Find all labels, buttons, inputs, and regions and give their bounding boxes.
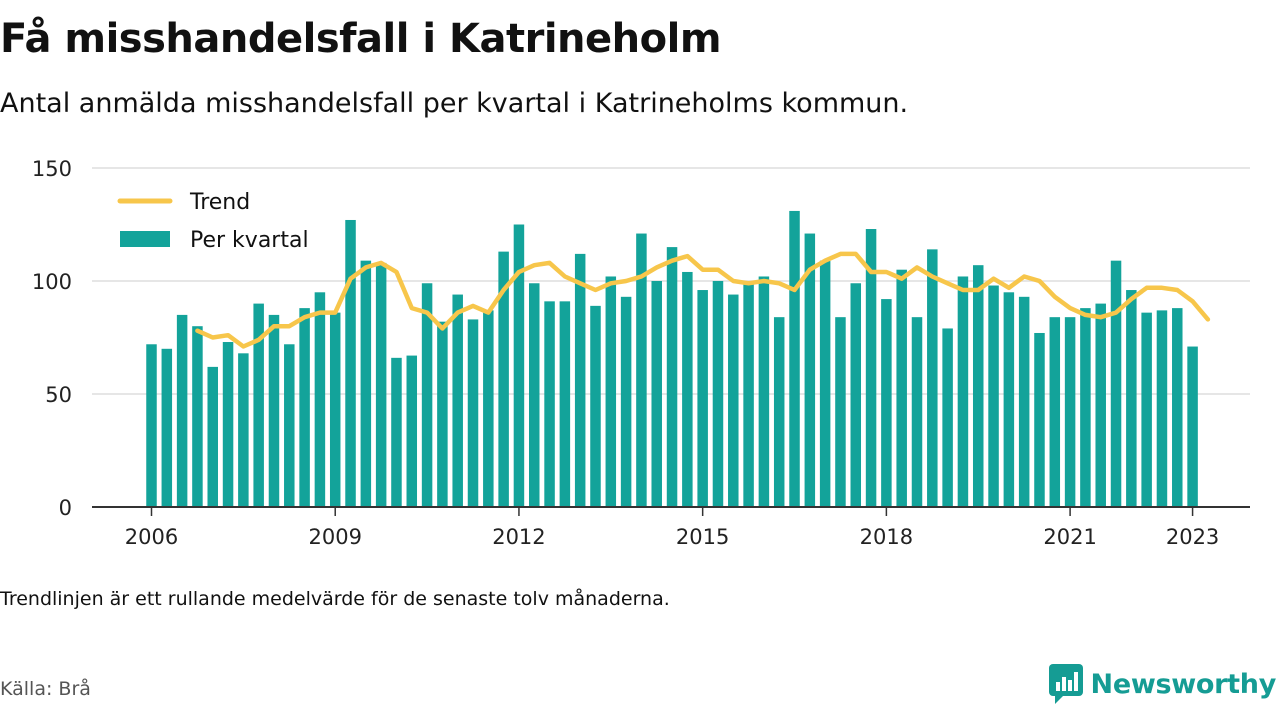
legend-swatch-per-kvartal (120, 231, 170, 247)
bar (958, 276, 969, 507)
newsworthy-chart-icon (1049, 664, 1083, 704)
bar (284, 344, 295, 507)
x-tick-label: 2012 (492, 525, 545, 549)
bar (330, 313, 341, 507)
bar (575, 254, 586, 507)
bar (973, 265, 984, 507)
bar (942, 328, 953, 507)
bar (667, 247, 678, 507)
bar (774, 317, 785, 507)
bar (468, 319, 479, 507)
x-tick-label: 2009 (308, 525, 361, 549)
brand-name: Newsworthy (1091, 669, 1276, 700)
bar (1004, 292, 1015, 507)
bar (529, 283, 540, 507)
bar (728, 295, 739, 507)
bar (1111, 261, 1122, 507)
bar (896, 270, 907, 507)
bar (238, 353, 249, 507)
bar (621, 297, 632, 507)
x-tick-label: 2018 (860, 525, 913, 549)
y-tick-label: 0 (59, 496, 72, 520)
bar (1095, 304, 1106, 507)
bar (912, 317, 923, 507)
bar (345, 220, 356, 507)
bar (162, 349, 173, 507)
bar (1050, 317, 1061, 507)
bar (437, 322, 448, 507)
bar (697, 290, 708, 507)
source-credit: Källa: Brå (0, 678, 91, 700)
bar (820, 261, 831, 507)
bar (269, 315, 280, 507)
y-axis-tick-labels: 0 50 100 150 (32, 157, 72, 520)
bar (407, 356, 418, 507)
bar (835, 317, 846, 507)
bar (927, 249, 938, 507)
bar (590, 306, 601, 507)
x-tick-label: 2021 (1043, 525, 1096, 549)
chart-legend: Trend Per kvartal (120, 190, 309, 253)
bar (315, 292, 326, 507)
newsworthy-logo: Newsworthy (1049, 664, 1276, 704)
bar (759, 276, 770, 507)
chart-title: Få misshandelsfall i Katrineholm (0, 16, 721, 62)
bar (391, 358, 402, 507)
bar (192, 326, 203, 507)
bar (361, 261, 372, 507)
bar (713, 281, 724, 507)
bar (1172, 308, 1183, 507)
bar (1019, 297, 1029, 507)
bar (881, 299, 892, 507)
bar (560, 301, 571, 507)
x-axis-ticks: 2006 2009 2012 2015 2018 2021 2023 (125, 507, 1220, 549)
bar (1157, 310, 1168, 507)
y-tick-label: 150 (32, 157, 72, 181)
bar-chart: 0 50 100 150 2006 2009 2012 2015 2018 2021 2023 T… (0, 140, 1280, 560)
bar (651, 281, 662, 507)
x-tick-label: 2023 (1166, 525, 1219, 549)
bar (1126, 290, 1137, 507)
bar-series-per-kvartal (146, 211, 1198, 507)
bar (177, 315, 188, 507)
bar (1080, 308, 1091, 507)
bar (743, 281, 754, 507)
bar (682, 272, 693, 507)
bar (988, 286, 999, 507)
legend-label-per-kvartal: Per kvartal (190, 228, 309, 253)
bar (606, 276, 617, 507)
legend-label-trend: Trend (189, 190, 250, 215)
bar (1065, 317, 1076, 507)
bar (452, 295, 463, 507)
bar (299, 308, 310, 507)
bar (223, 342, 234, 507)
bar (483, 310, 494, 507)
bar (514, 225, 525, 508)
bar (1034, 333, 1045, 507)
bar (376, 263, 387, 507)
bar (146, 344, 157, 507)
bar (789, 211, 800, 507)
x-tick-label: 2006 (125, 525, 178, 549)
chart-footnote: Trendlinjen är ett rullande medelvärde f… (0, 588, 670, 610)
bar (544, 301, 555, 507)
y-tick-label: 50 (45, 383, 72, 407)
bar (1187, 347, 1198, 507)
x-tick-label: 2015 (676, 525, 729, 549)
bar (207, 367, 218, 507)
bar (1141, 313, 1152, 507)
y-tick-label: 100 (32, 270, 72, 294)
bar (851, 283, 862, 507)
chart-subtitle: Antal anmälda misshandelsfall per kvarta… (0, 88, 908, 119)
